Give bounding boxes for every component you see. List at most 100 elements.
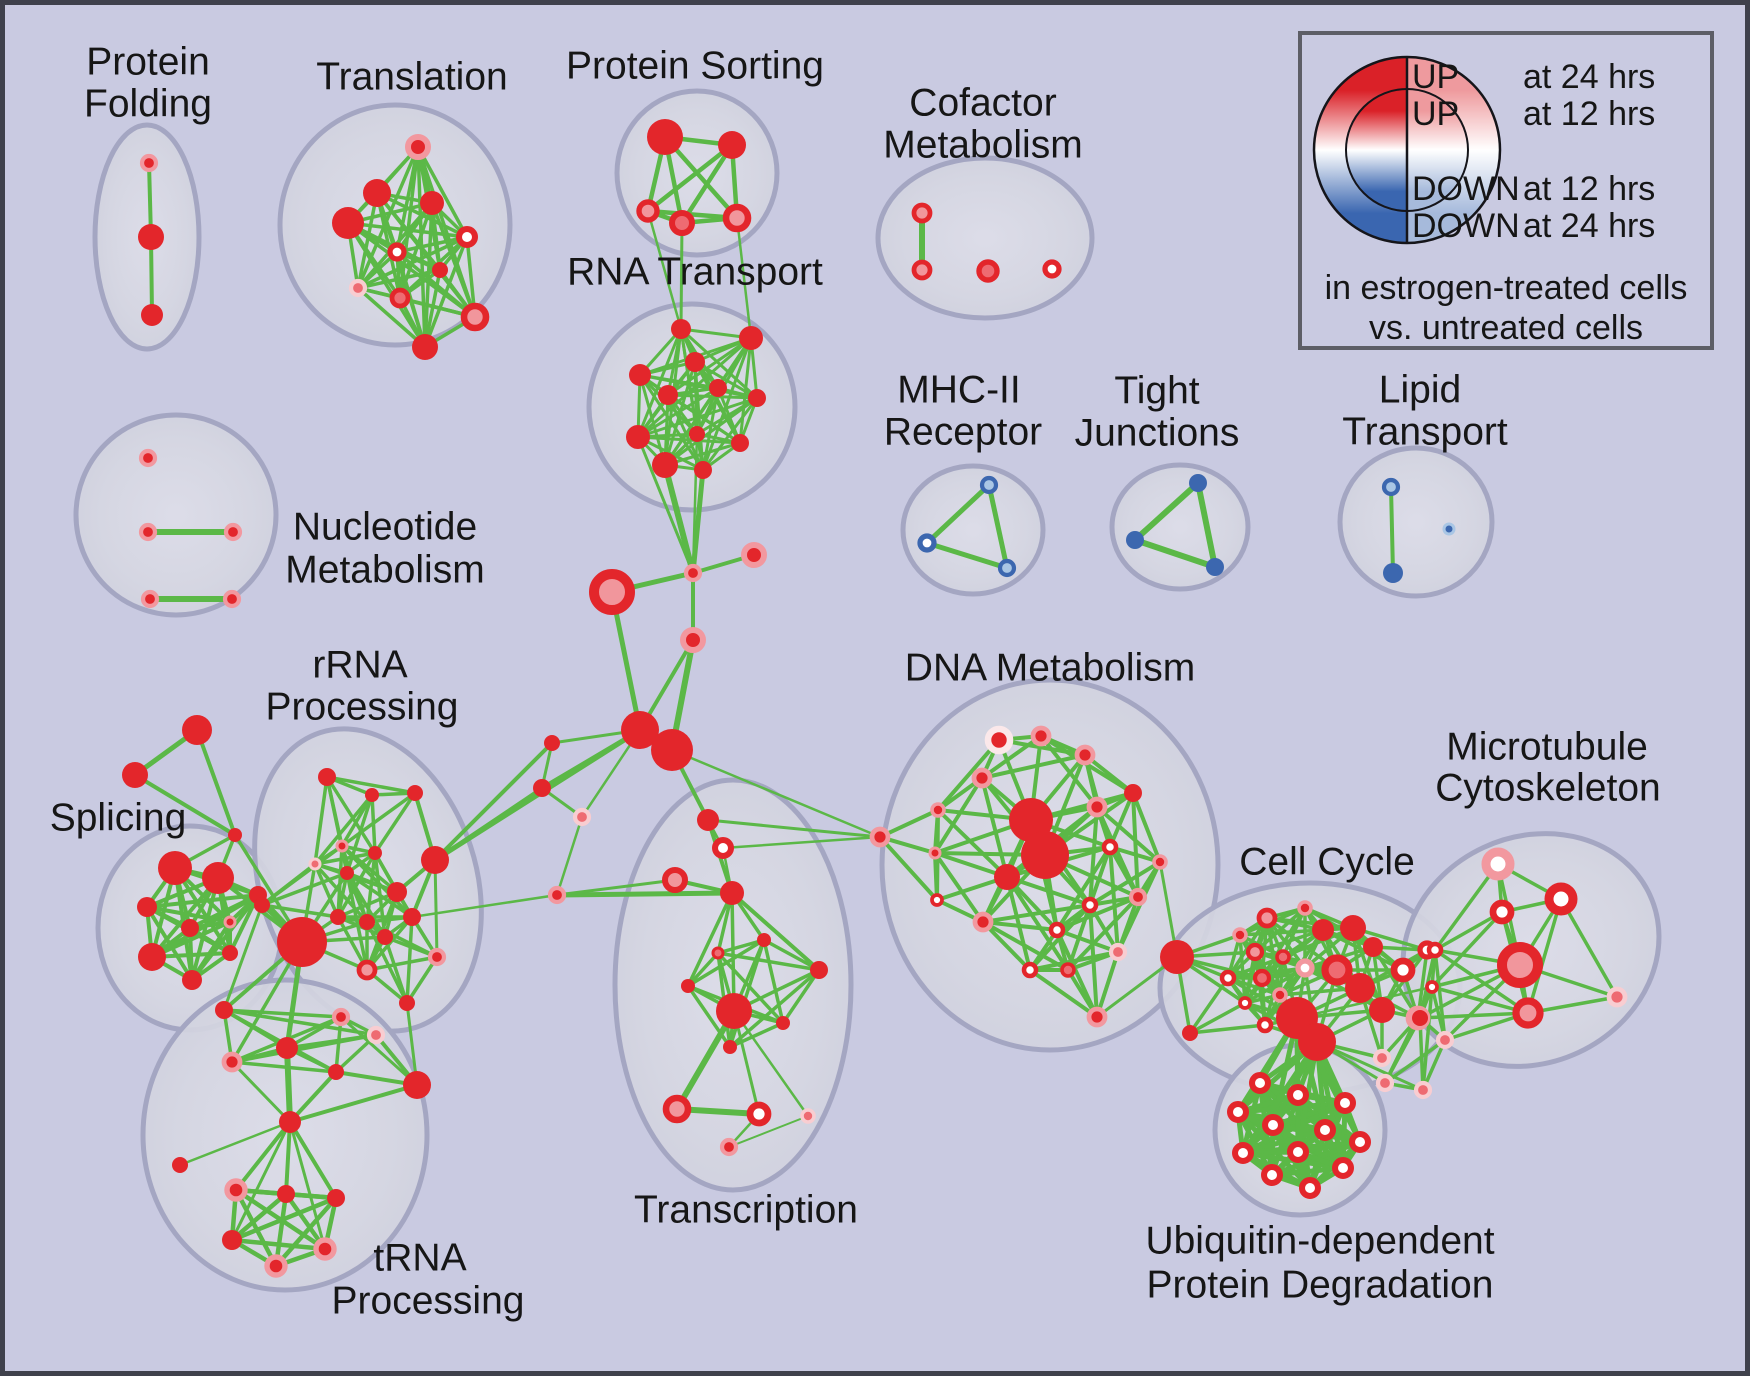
edge <box>395 235 469 254</box>
cluster-label-trna-processing: tRNA <box>373 1237 466 1280</box>
node-b <box>1126 531 1144 549</box>
node-r <box>222 945 238 961</box>
edge <box>365 920 409 1005</box>
legend-faded-half <box>1407 57 1500 243</box>
legend-caption-line2: vs. untreated cells <box>1369 309 1643 347</box>
node-r <box>739 326 763 350</box>
edge <box>190 876 220 982</box>
edge <box>313 793 374 866</box>
edge <box>878 808 940 839</box>
node-rp2 <box>1252 968 1272 988</box>
node-b <box>1383 563 1403 583</box>
edge <box>346 221 427 349</box>
edge <box>288 1083 419 1124</box>
node-r <box>681 979 695 993</box>
cluster-label-protein-sorting: Protein Sorting <box>566 45 824 88</box>
node-r <box>412 334 438 360</box>
node-r <box>626 425 650 449</box>
node-r <box>122 762 148 788</box>
node-rh <box>680 627 706 653</box>
edge <box>662 462 696 576</box>
cluster-lipid-transport <box>1337 445 1495 599</box>
edge <box>936 738 1001 812</box>
cluster-label-nucleotide-metabolism: Nucleotide <box>293 506 477 549</box>
edge <box>730 891 736 1013</box>
edge <box>728 1021 785 1049</box>
node-r <box>215 1001 233 1019</box>
edge <box>686 984 732 1049</box>
edge <box>229 1237 328 1252</box>
node-rh <box>1128 887 1148 907</box>
node-pp <box>1435 1030 1455 1050</box>
edge <box>1132 480 1201 543</box>
node-r <box>1182 1025 1198 1041</box>
legend-direction: DOWN <box>1412 170 1520 208</box>
edge <box>1055 895 1140 932</box>
edge <box>339 1015 419 1087</box>
edge <box>313 862 340 919</box>
edge <box>1433 862 1500 952</box>
cluster-label-mhc-ii-receptor: MHC-II <box>897 369 1020 412</box>
cluster-label-rrna-processing: Processing <box>266 686 459 729</box>
edge <box>273 1191 289 1269</box>
node-rh <box>869 826 891 848</box>
edge <box>433 858 439 959</box>
node-r <box>182 715 212 745</box>
node-r <box>368 846 382 860</box>
edge <box>924 482 992 546</box>
legend-time: at 24 hrs <box>1523 58 1655 96</box>
node-r <box>222 1230 242 1250</box>
edge <box>195 728 237 837</box>
edge <box>645 208 740 221</box>
edge <box>730 891 821 972</box>
edge <box>732 1009 810 1118</box>
node-wh <box>984 725 1014 755</box>
node-rh <box>222 589 242 609</box>
edge <box>1238 928 1325 937</box>
edge <box>229 1191 289 1243</box>
edge <box>679 327 759 400</box>
node-rh <box>930 802 946 818</box>
node-r <box>1363 937 1383 957</box>
edge <box>933 851 985 924</box>
node-pp <box>366 1025 386 1045</box>
edge <box>1108 845 1162 864</box>
node-r <box>1021 831 1069 879</box>
node-rp <box>1245 942 1265 962</box>
node-r <box>387 882 407 902</box>
cluster-label-protein-folding: Folding <box>84 83 212 126</box>
edge <box>781 968 821 1025</box>
node-rh <box>140 589 160 609</box>
node-rw <box>1489 899 1515 925</box>
edge <box>1238 933 1307 970</box>
node-bl <box>997 558 1017 578</box>
node-r <box>340 866 354 880</box>
cluster-label-microtubule-cytoskeleton: Microtubule <box>1446 726 1648 769</box>
node-pw <box>1481 847 1515 881</box>
node-r <box>757 933 771 947</box>
edge <box>735 216 753 340</box>
legend-caption-line1: in estrogen-treated cells <box>1325 269 1688 307</box>
edge <box>762 938 821 972</box>
node-rh <box>138 448 158 468</box>
cluster-label-protein-folding: Protein <box>86 41 210 84</box>
legend-direction: DOWN <box>1412 207 1520 245</box>
node-pp <box>572 807 592 827</box>
node-rh <box>1232 927 1248 943</box>
edge <box>1095 950 1120 1019</box>
node-b <box>1189 474 1207 492</box>
node-r <box>228 828 242 842</box>
cluster-label-cell-cycle: Cell Cycle <box>1239 841 1415 884</box>
node-r <box>1345 973 1375 1003</box>
edge <box>1421 1038 1447 1092</box>
node-rw <box>387 242 407 262</box>
node-rh <box>1297 900 1313 916</box>
node-r <box>1298 1023 1336 1061</box>
node-r <box>407 785 423 801</box>
edge <box>686 951 720 988</box>
node-r <box>1340 915 1366 941</box>
node-r <box>1160 940 1194 974</box>
edge <box>981 920 1032 972</box>
node-pp <box>1375 1073 1395 1093</box>
